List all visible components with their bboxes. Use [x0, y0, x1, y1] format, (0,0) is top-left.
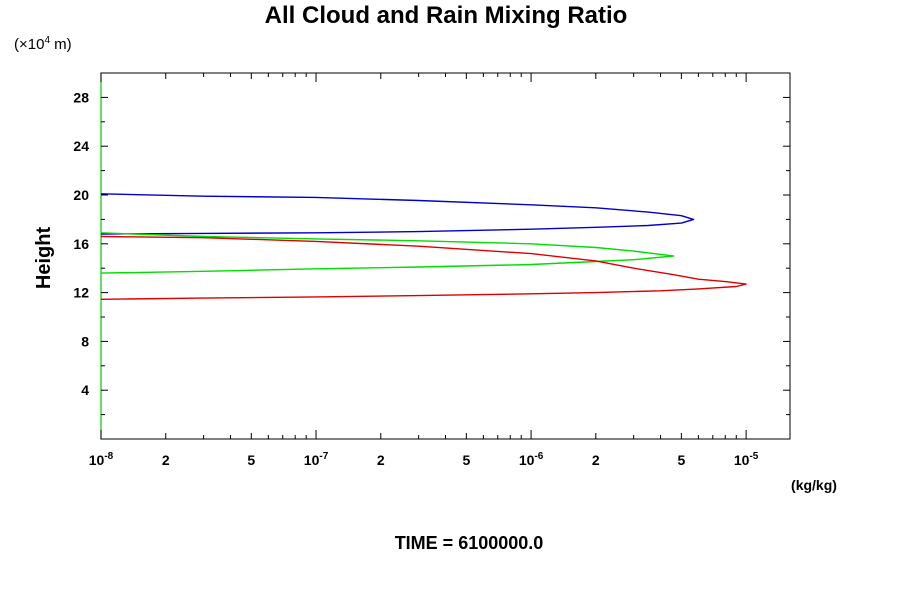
x-tick-label: 5 [462, 452, 470, 468]
y-tick-labels: 4 8 12 16 20 24 28 [73, 89, 89, 398]
series-red-line [100, 235, 747, 300]
series-blue-line [100, 193, 695, 235]
y-unit-label: (×104 m) [14, 35, 72, 53]
chart-title: All Cloud and Rain Mixing Ratio [265, 2, 628, 29]
plot-frame [100, 72, 791, 440]
x-tick-label: 10-6 [519, 451, 544, 468]
x-tick-label: 2 [162, 452, 170, 468]
x-tick-label: 2 [592, 452, 600, 468]
x-tick-label: 2 [377, 452, 385, 468]
y-tick-label: 16 [73, 236, 89, 252]
series-lines [100, 193, 747, 300]
x-tick-label: 10-5 [734, 451, 759, 468]
y-tick-label: 20 [73, 187, 89, 203]
y-axis-label: Height [33, 227, 55, 290]
y-tick-label: 8 [81, 333, 89, 349]
x-tick-label: 5 [677, 452, 685, 468]
series-green-line [100, 232, 675, 274]
x-unit-label: (kg/kg) [791, 477, 837, 493]
y-tick-label: 24 [73, 138, 89, 154]
axis-ticks [100, 73, 790, 439]
x-tick-labels: 10-8 2 5 10-7 2 5 10-6 2 5 10-5 [89, 451, 759, 468]
y-tick-label: 12 [73, 285, 89, 301]
y-tick-label: 4 [81, 382, 89, 398]
x-tick-label: 5 [247, 452, 255, 468]
x-tick-label: 10-8 [89, 451, 114, 468]
y-tick-label: 28 [73, 89, 89, 105]
x-tick-label: 10-7 [304, 451, 329, 468]
time-label: TIME = 6100000.0 [395, 533, 544, 553]
